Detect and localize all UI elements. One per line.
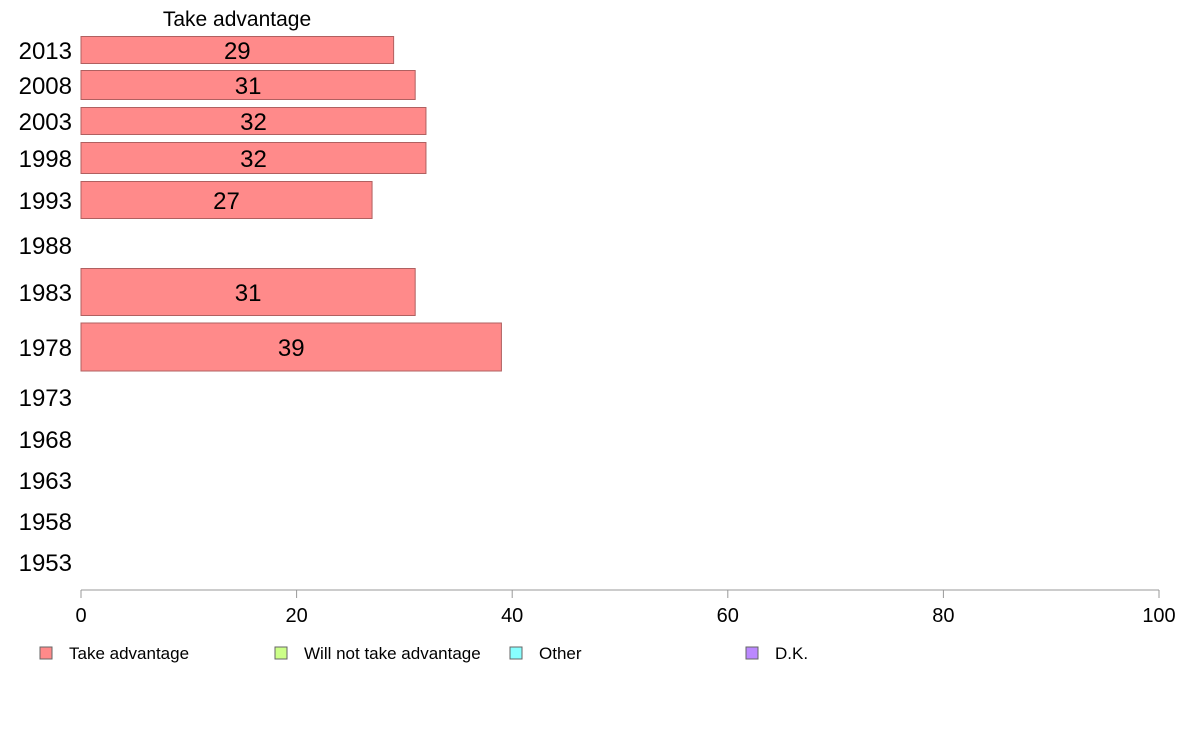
bar-1993 <box>80 181 373 219</box>
bar-2003 <box>80 107 427 135</box>
x-tick-label-40: 40 <box>501 605 523 627</box>
legend-swatch-2 <box>274 646 288 660</box>
bar-value-label-2013: 29 <box>224 38 251 65</box>
category-label-1958: 1958 <box>19 509 72 536</box>
bar-value-label-1978: 39 <box>278 335 305 362</box>
category-label-1953: 1953 <box>19 550 72 577</box>
bar-value-label-1983: 31 <box>235 280 262 307</box>
category-label-1998: 1998 <box>19 146 72 173</box>
x-tick-label-60: 60 <box>717 605 739 627</box>
legend-label-2: Will not take advantage <box>304 644 481 663</box>
category-label-2003: 2003 <box>19 109 72 136</box>
bar-2013 <box>80 36 395 64</box>
legend-label-3: Other <box>539 644 582 663</box>
legend-swatch-3 <box>509 646 523 660</box>
bar-1998 <box>80 142 427 174</box>
category-label-1973: 1973 <box>19 385 72 412</box>
category-label-1983: 1983 <box>19 280 72 307</box>
series-header: Take advantage <box>163 8 311 31</box>
bar-value-label-2008: 31 <box>235 73 262 100</box>
legend-swatch-4 <box>745 646 759 660</box>
legend-label-1: Take advantage <box>69 644 189 663</box>
category-label-2008: 2008 <box>19 73 72 100</box>
category-label-1968: 1968 <box>19 427 72 454</box>
x-tick-label-20: 20 <box>285 605 307 627</box>
bar-1983 <box>80 268 416 316</box>
category-label-2013: 2013 <box>19 38 72 65</box>
x-tick-label-100: 100 <box>1142 605 1175 627</box>
legend-swatch-1 <box>39 646 53 660</box>
category-label-1963: 1963 <box>19 468 72 495</box>
bar-2008 <box>80 70 416 100</box>
bar-1978 <box>80 322 502 372</box>
bar-value-label-2003: 32 <box>240 109 267 136</box>
category-label-1978: 1978 <box>19 335 72 362</box>
category-label-1988: 1988 <box>19 233 72 260</box>
x-tick-label-80: 80 <box>932 605 954 627</box>
category-label-1993: 1993 <box>19 188 72 215</box>
bar-value-label-1998: 32 <box>240 146 267 173</box>
x-tick-label-0: 0 <box>75 605 86 627</box>
legend-label-4: D.K. <box>775 644 808 663</box>
bar-value-label-1993: 27 <box>213 188 240 215</box>
